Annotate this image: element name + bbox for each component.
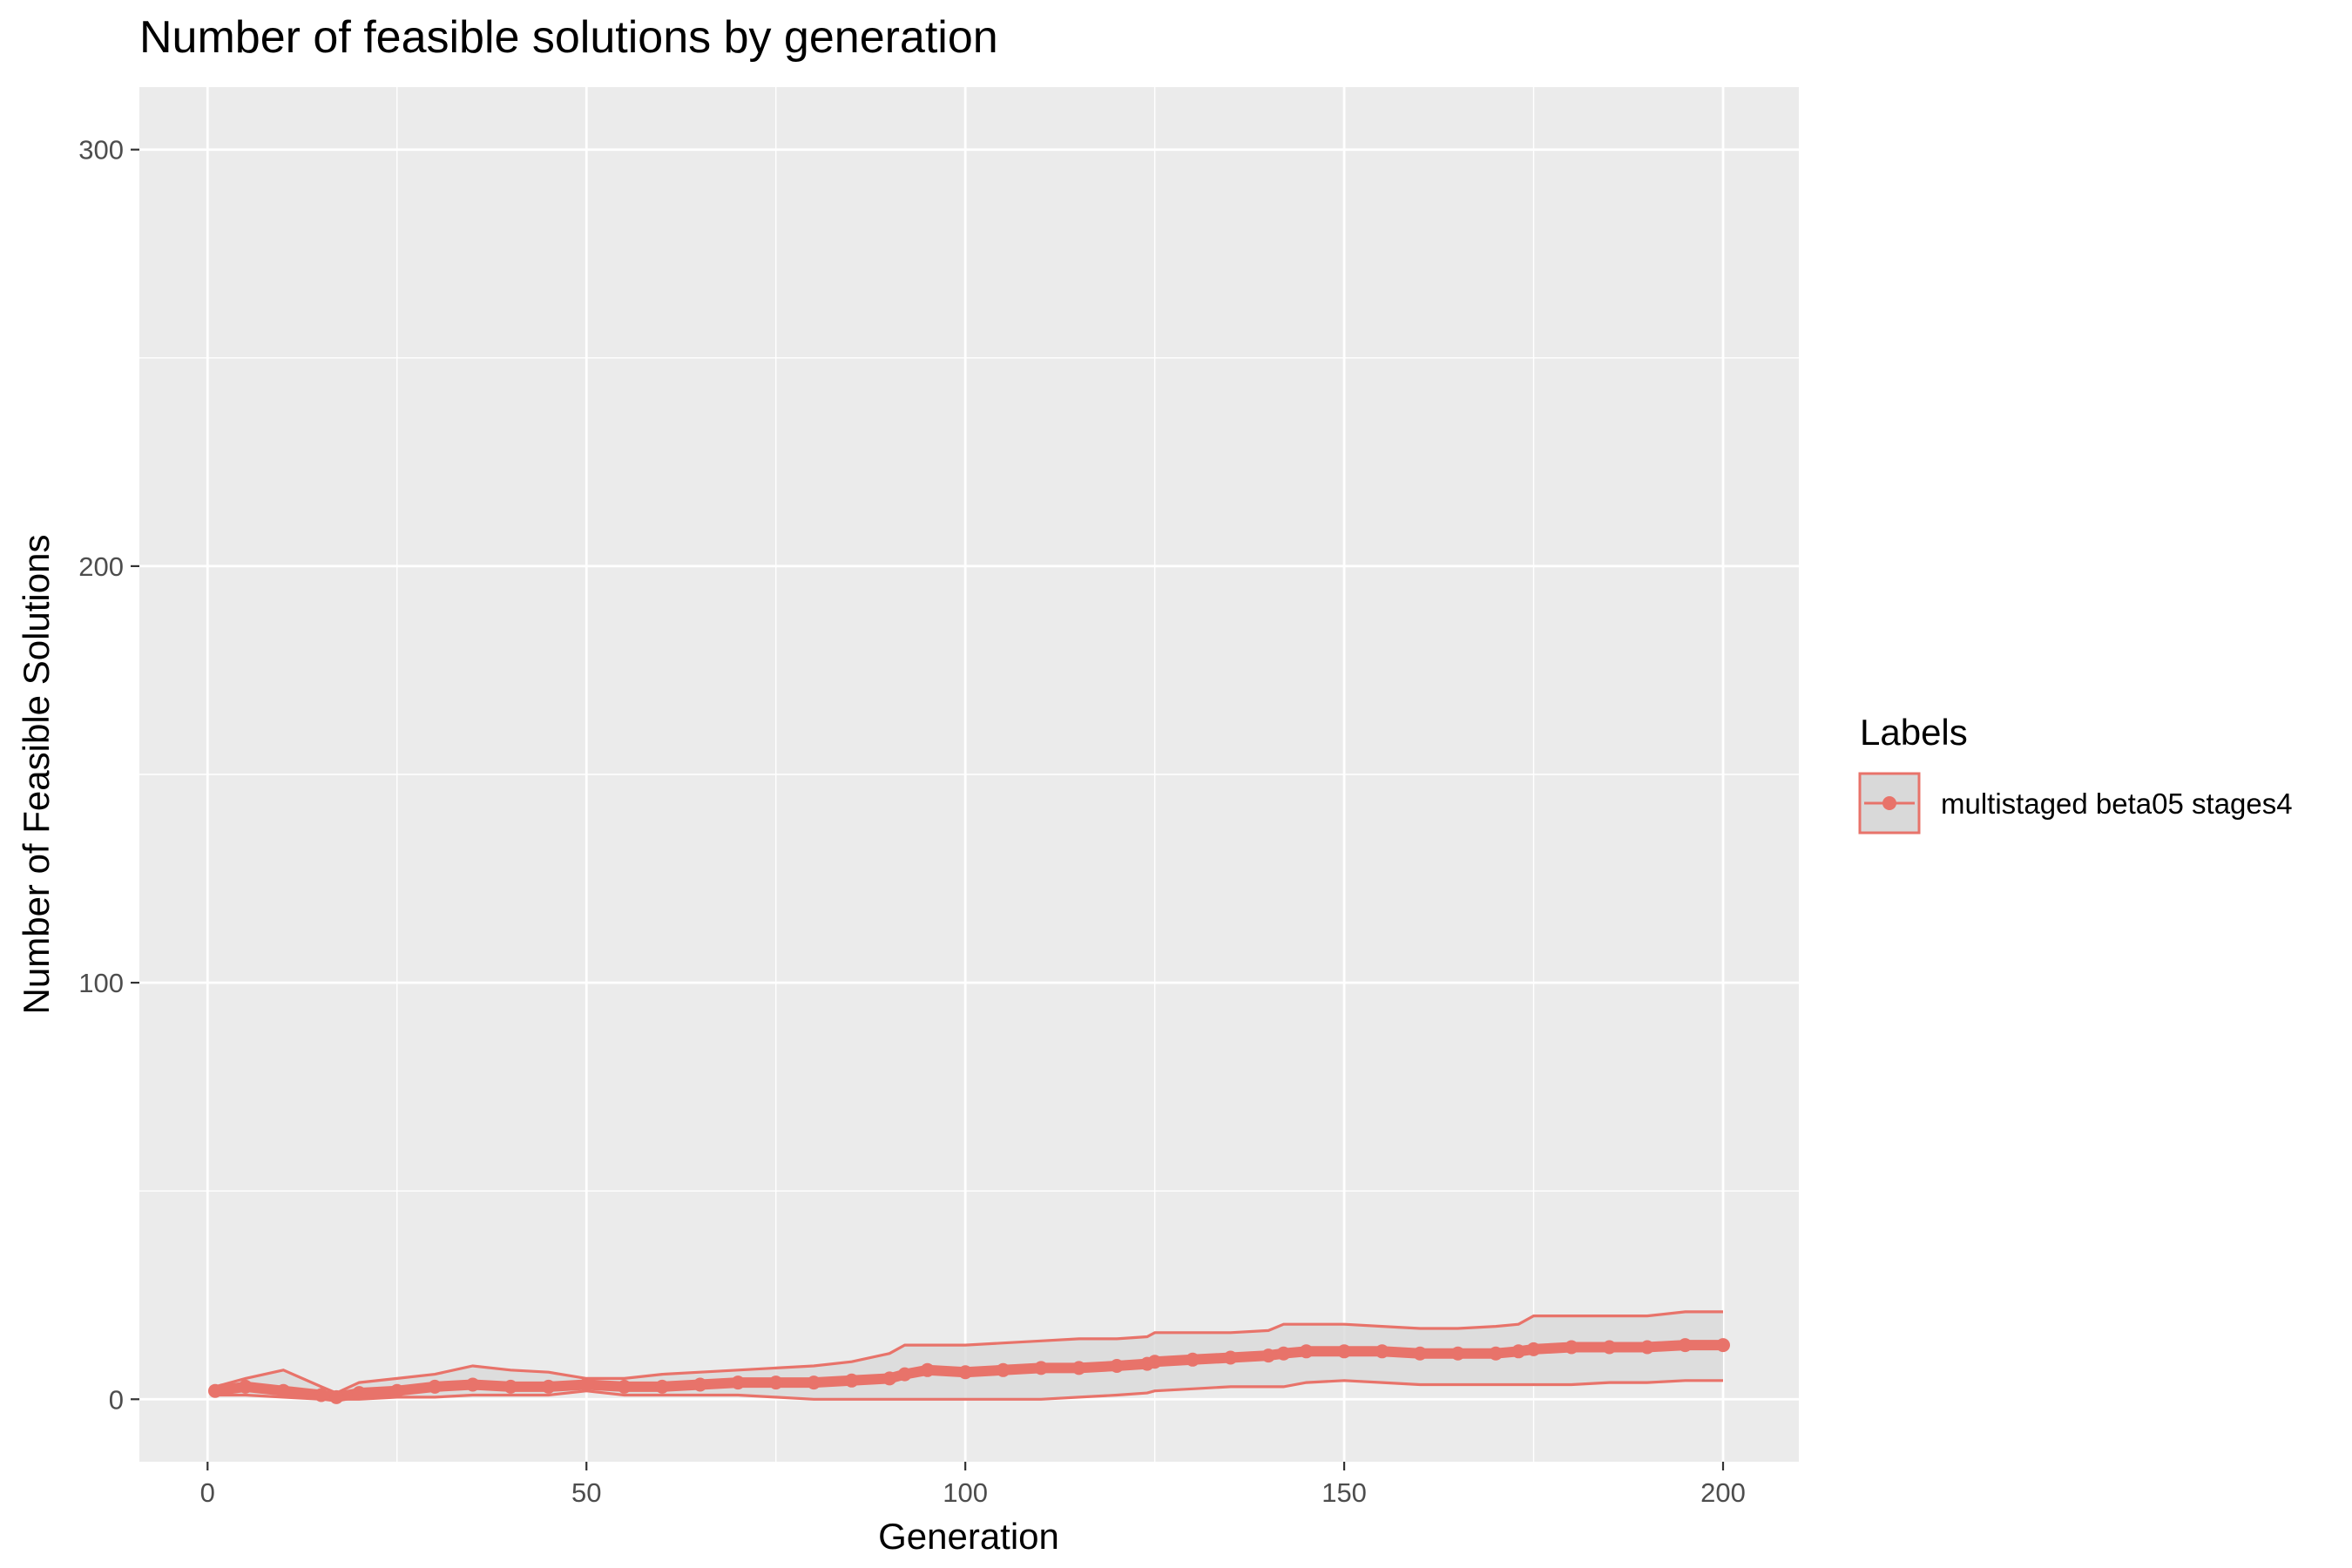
grid-minor (139, 87, 1799, 1462)
series-point (882, 1371, 897, 1386)
x-axis-title: Generation (878, 1516, 1059, 1557)
series-point (1640, 1340, 1654, 1355)
series-point (541, 1379, 556, 1394)
series-point (1716, 1338, 1730, 1353)
series-point (693, 1377, 707, 1392)
series-point (1602, 1340, 1617, 1355)
chart-title: Number of feasible solutions by generati… (139, 12, 998, 63)
series-point (1678, 1338, 1693, 1353)
series-point (428, 1379, 443, 1394)
legend: Labels multistaged beta05 stages4 (1858, 712, 2293, 835)
series-point (1450, 1346, 1465, 1361)
series-point (276, 1383, 291, 1398)
series-point (1337, 1344, 1352, 1359)
series-point (1526, 1342, 1541, 1356)
series-point (1299, 1344, 1314, 1359)
axis-layer: 0 50 100 150 200 0 100 200 300 (78, 135, 1746, 1508)
series-point (389, 1383, 404, 1398)
y-tick-label: 0 (109, 1384, 124, 1415)
series-upper-line (214, 1310, 1723, 1395)
series-point (897, 1367, 912, 1382)
series-point (1147, 1355, 1162, 1369)
series-point (1223, 1350, 1238, 1365)
y-tick-label: 100 (78, 968, 124, 998)
series-point (1186, 1352, 1200, 1367)
y-tick-label: 300 (78, 135, 124, 166)
series-point (1261, 1348, 1276, 1363)
series-point (1489, 1346, 1504, 1361)
legend-key-point (1882, 796, 1896, 810)
series-point (920, 1362, 935, 1377)
series-point (655, 1379, 670, 1394)
series-point (1110, 1359, 1125, 1373)
series-lower-line (215, 1379, 1723, 1401)
series-point (1565, 1340, 1578, 1355)
series-point (1071, 1361, 1086, 1375)
series-point (1413, 1346, 1428, 1361)
x-tick-label: 0 (200, 1477, 215, 1508)
series-point (1375, 1344, 1389, 1359)
series-point (1034, 1361, 1049, 1375)
x-tick-label: 100 (943, 1477, 988, 1508)
series-point (958, 1365, 973, 1380)
series-point (579, 1377, 594, 1392)
legend-label: multistaged beta05 stages4 (1941, 787, 2293, 820)
series-ribbon (215, 1311, 1723, 1400)
series-point (1276, 1346, 1291, 1361)
series-point (996, 1362, 1010, 1377)
series-point (731, 1375, 746, 1390)
series-point (465, 1377, 480, 1392)
series-point (807, 1375, 821, 1390)
series-point (238, 1379, 253, 1394)
legend-title: Labels (1860, 712, 1968, 753)
grid-major (139, 87, 1799, 1462)
x-tick-label: 50 (571, 1477, 601, 1508)
x-tick-label: 150 (1321, 1477, 1367, 1508)
series-point (1511, 1344, 1526, 1359)
y-axis-title: Number of Feasible Solutions (16, 535, 57, 1015)
series-point (617, 1379, 632, 1394)
series-point (314, 1388, 328, 1402)
series-point (352, 1386, 367, 1401)
series-point (329, 1389, 344, 1404)
series-point (768, 1375, 783, 1390)
series-layer (208, 1310, 1730, 1404)
series-point (844, 1373, 859, 1388)
series-point (208, 1383, 222, 1398)
x-tick-label: 200 (1700, 1477, 1746, 1508)
series-mean-line (210, 1340, 1728, 1402)
series-point (504, 1379, 518, 1394)
y-tick-label: 200 (78, 551, 124, 582)
